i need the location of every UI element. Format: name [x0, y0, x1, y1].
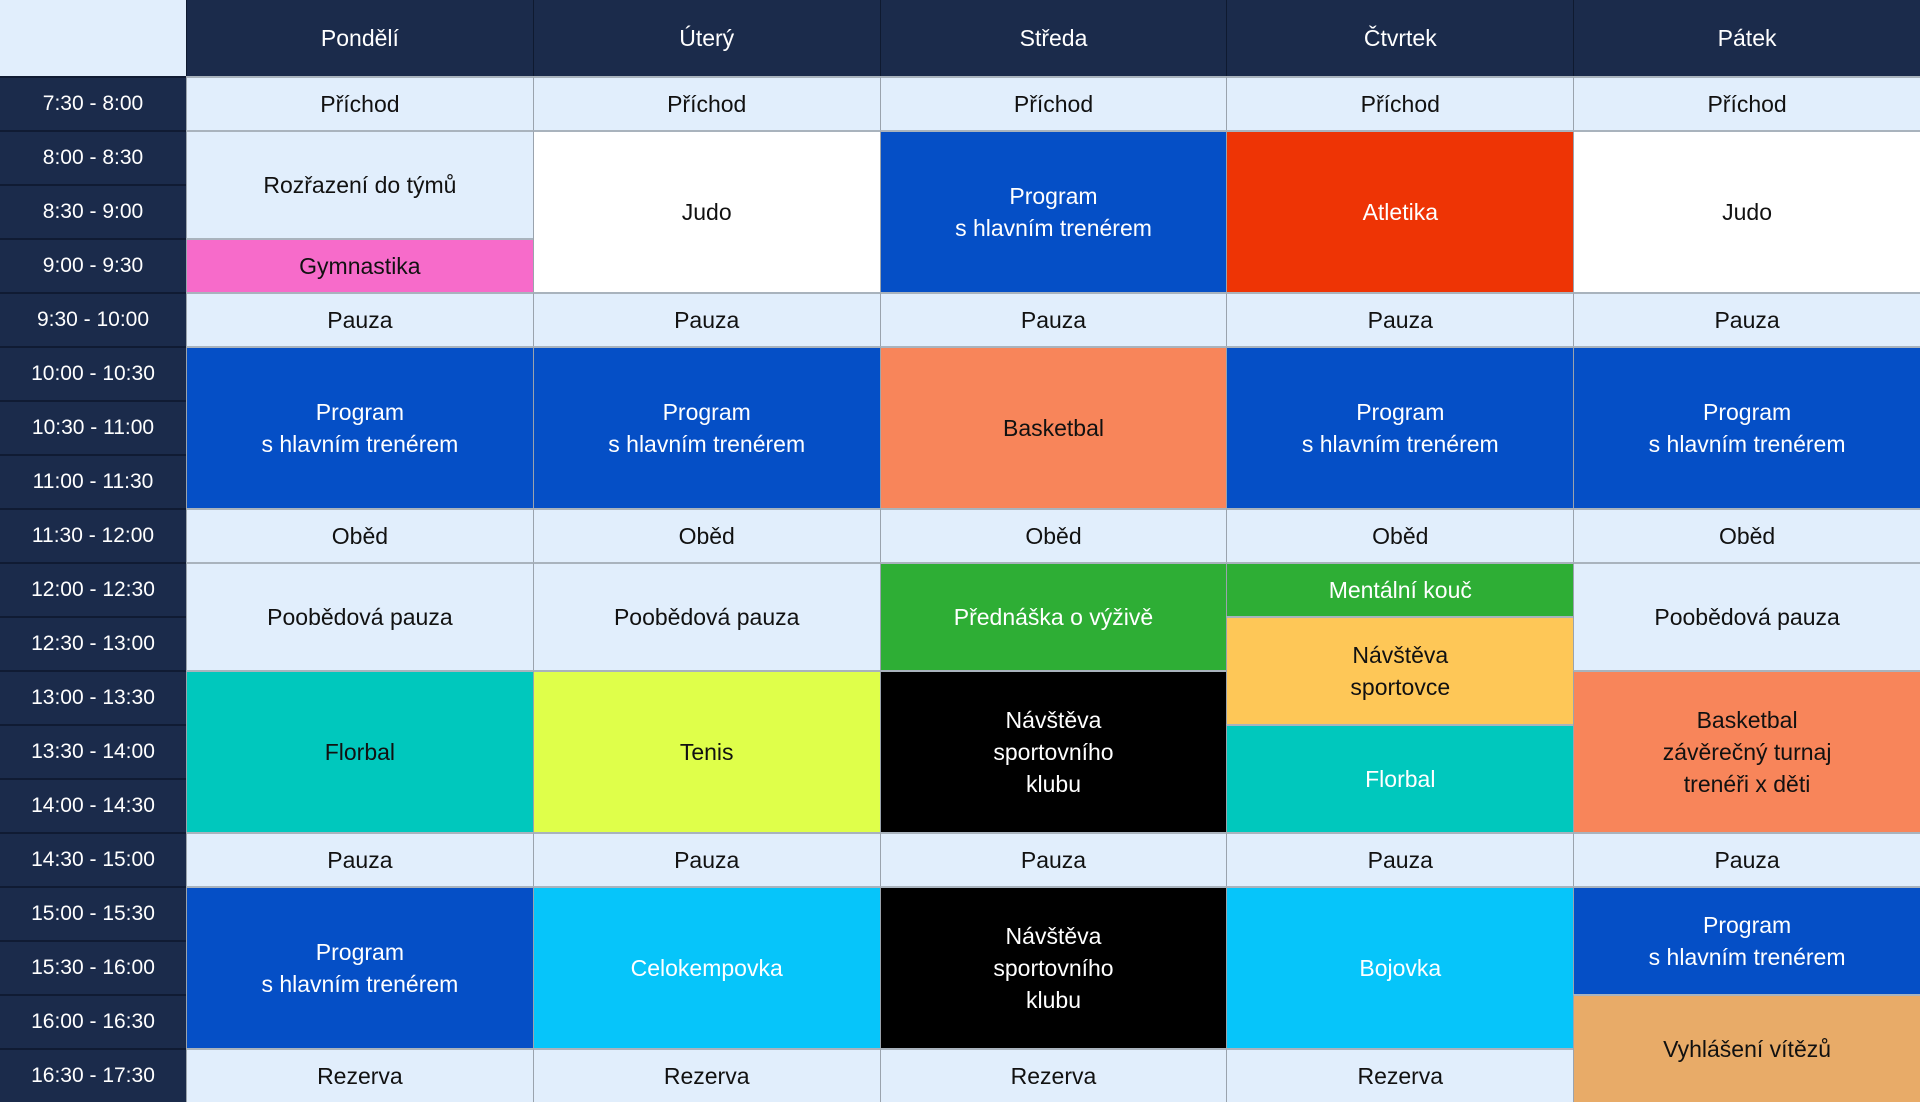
schedule-cell-tenis: Tenis — [532, 670, 880, 832]
schedule-cell-pauza: Pauza — [1573, 292, 1920, 346]
schedule-cell-prichod: Příchod — [1226, 76, 1574, 130]
schedule-cell-program: Program s hlavním trenérem — [1226, 346, 1574, 508]
schedule-cell-poobedova-pauza: Poobědová pauza — [186, 562, 533, 670]
schedule-cell-judo: Judo — [532, 130, 880, 292]
schedule-cell-navsteva: Návštěva sportovního klubu — [879, 886, 1227, 1048]
schedule-cell-program: Program s hlavním trenérem — [879, 130, 1227, 292]
time-slot-label: 7:30 - 8:00 — [0, 76, 186, 130]
schedule-cell-atletika: Atletika — [1226, 130, 1574, 292]
time-slot-label: 16:00 - 16:30 — [0, 994, 186, 1048]
schedule-cell-program: Program s hlavním trenérem — [1573, 346, 1920, 508]
schedule-cell-prichod: Příchod — [186, 76, 533, 130]
schedule-cell-prichod: Příchod — [1573, 76, 1920, 130]
schedule-cell-pauza: Pauza — [879, 832, 1227, 886]
schedule-cell-pauza: Pauza — [879, 292, 1227, 346]
schedule-cell-mentalni-kouc: Mentální kouč — [1226, 562, 1574, 616]
schedule-cell-navsteva: Návštěva sportovního klubu — [879, 670, 1227, 832]
day-header-utery: Úterý — [532, 0, 880, 76]
day-header-ctvrtek: Čtvrtek — [1226, 0, 1574, 76]
table-corner — [0, 0, 186, 76]
time-slot-label: 12:00 - 12:30 — [0, 562, 186, 616]
time-slot-label: 11:30 - 12:00 — [0, 508, 186, 562]
schedule-cell-florbal: Florbal — [1226, 724, 1574, 832]
schedule-cell-rezerva: Rezerva — [879, 1048, 1227, 1102]
schedule-cell-obed: Oběd — [532, 508, 880, 562]
day-header-pondeli: Pondělí — [186, 0, 533, 76]
schedule-cell-florbal: Florbal — [186, 670, 533, 832]
time-slot-label: 12:30 - 13:00 — [0, 616, 186, 670]
schedule-cell-basketbal: Basketbal závěrečný turnaj trenéři x dět… — [1573, 670, 1920, 832]
schedule-cell-rezerva: Rezerva — [186, 1048, 533, 1102]
schedule-cell-program: Program s hlavním trenérem — [1573, 886, 1920, 994]
schedule-cell-pauza: Pauza — [1226, 292, 1574, 346]
schedule-cell-rozrazeni-do-tymu: Rozřazení do týmů — [186, 130, 533, 238]
schedule-cell-celokempovka: Celokempovka — [532, 886, 880, 1048]
time-slot-label: 14:00 - 14:30 — [0, 778, 186, 832]
schedule-cell-prednaska-o-vyzive: Přednáška o výživě — [879, 562, 1227, 670]
schedule-cell-program: Program s hlavním trenérem — [186, 886, 533, 1048]
time-slot-label: 11:00 - 11:30 — [0, 454, 186, 508]
schedule-cell-judo: Judo — [1573, 130, 1920, 292]
schedule-cell-pauza: Pauza — [186, 832, 533, 886]
schedule-cell-obed: Oběd — [879, 508, 1227, 562]
schedule-cell-rezerva: Rezerva — [532, 1048, 880, 1102]
time-slot-label: 16:30 - 17:30 — [0, 1048, 186, 1102]
time-slot-label: 15:30 - 16:00 — [0, 940, 186, 994]
day-header-patek: Pátek — [1573, 0, 1920, 76]
schedule-cell-rezerva: Rezerva — [1226, 1048, 1574, 1102]
schedule-cell-navsteva: Návštěva sportovce — [1226, 616, 1574, 724]
schedule-cell-pauza: Pauza — [1226, 832, 1574, 886]
schedule-cell-pauza: Pauza — [186, 292, 533, 346]
schedule-cell-program: Program s hlavním trenérem — [186, 346, 533, 508]
schedule-cell-obed: Oběd — [1573, 508, 1920, 562]
schedule-cell-poobedova-pauza: Poobědová pauza — [532, 562, 880, 670]
schedule-cell-pauza: Pauza — [1573, 832, 1920, 886]
schedule-cell-gymnastika: Gymnastika — [186, 238, 533, 292]
time-slot-label: 15:00 - 15:30 — [0, 886, 186, 940]
time-slot-label: 8:30 - 9:00 — [0, 184, 186, 238]
schedule-cell-vyhlaseni-vitezu: Vyhlášení vítězů — [1573, 994, 1920, 1102]
time-slot-label: 14:30 - 15:00 — [0, 832, 186, 886]
time-slot-label: 8:00 - 8:30 — [0, 130, 186, 184]
schedule-cell-poobedova-pauza: Poobědová pauza — [1573, 562, 1920, 670]
schedule-cell-prichod: Příchod — [532, 76, 880, 130]
schedule-cell-program: Program s hlavním trenérem — [532, 346, 880, 508]
time-slot-label: 9:30 - 10:00 — [0, 292, 186, 346]
schedule-cell-pauza: Pauza — [532, 292, 880, 346]
time-slot-label: 13:30 - 14:00 — [0, 724, 186, 778]
day-header-streda: Středa — [879, 0, 1227, 76]
time-slot-label: 9:00 - 9:30 — [0, 238, 186, 292]
time-slot-label: 10:00 - 10:30 — [0, 346, 186, 400]
schedule-cell-obed: Oběd — [1226, 508, 1574, 562]
time-slot-label: 10:30 - 11:00 — [0, 400, 186, 454]
schedule-cell-prichod: Příchod — [879, 76, 1227, 130]
schedule-cell-obed: Oběd — [186, 508, 533, 562]
schedule-cell-bojovka: Bojovka — [1226, 886, 1574, 1048]
time-slot-label: 13:00 - 13:30 — [0, 670, 186, 724]
schedule-cell-pauza: Pauza — [532, 832, 880, 886]
schedule-cell-basketbal: Basketbal — [879, 346, 1227, 508]
